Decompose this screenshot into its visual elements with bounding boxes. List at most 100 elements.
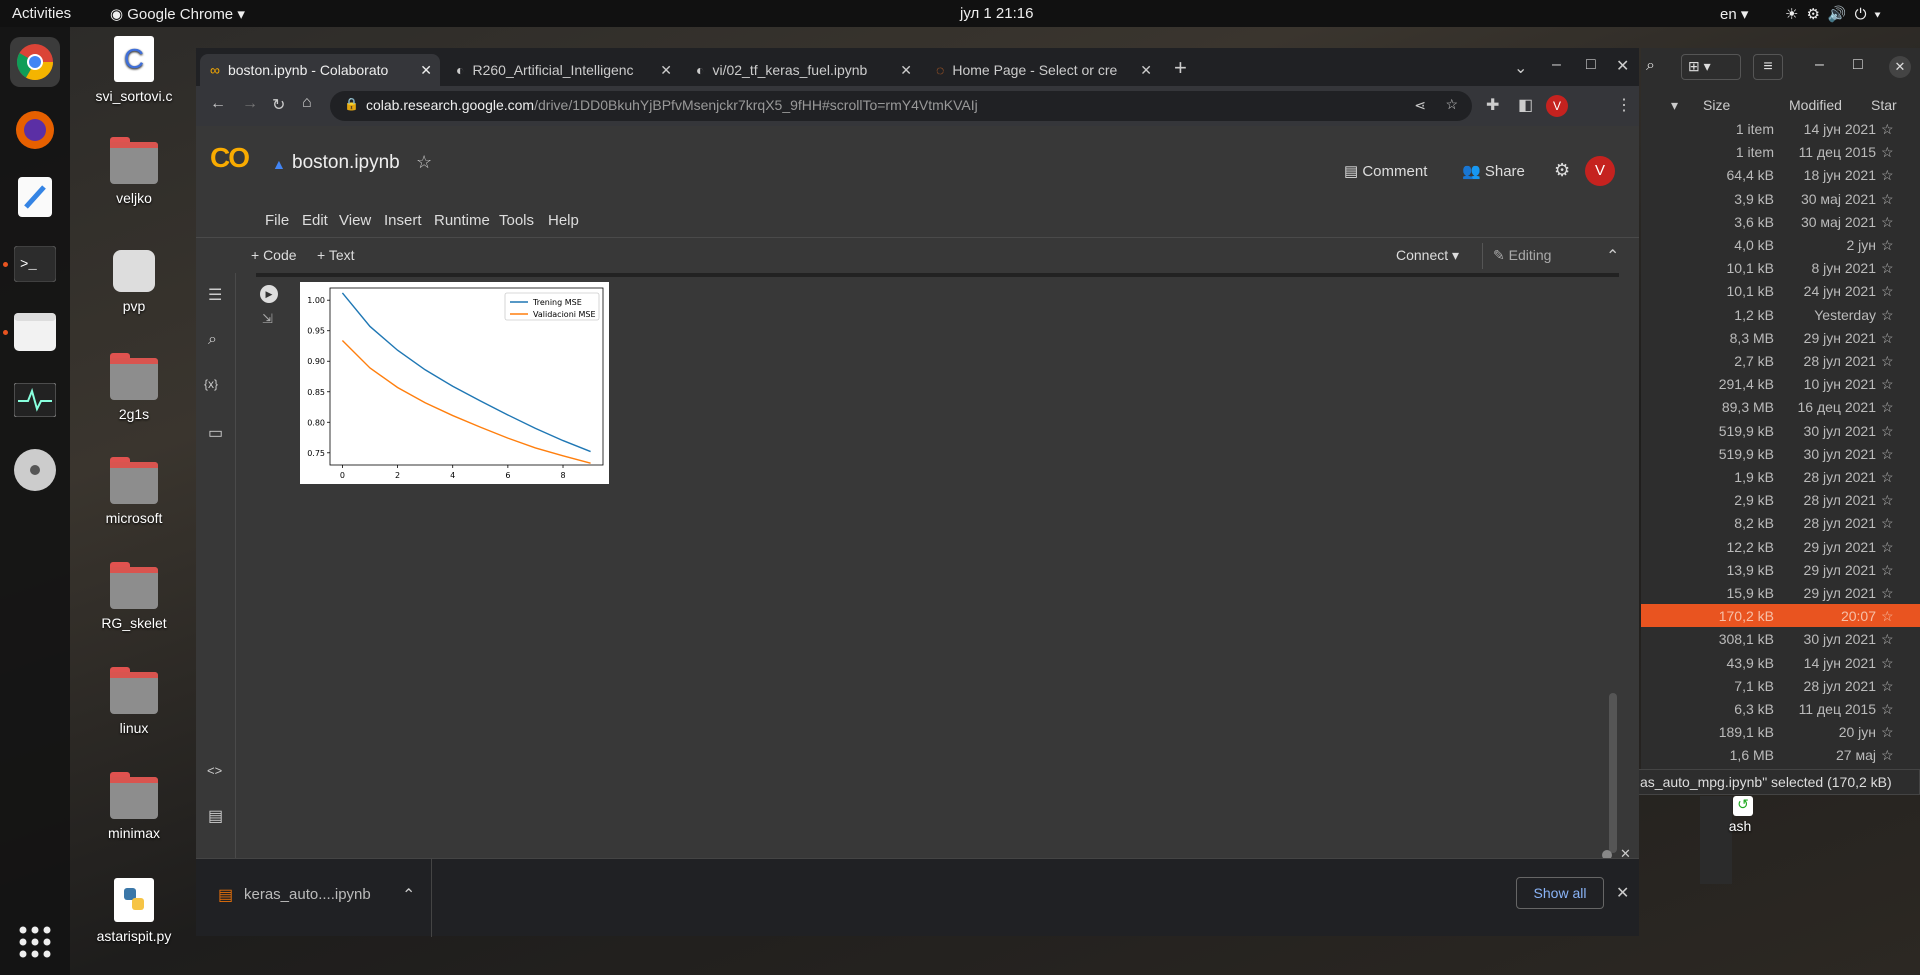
desktop-folder-linux[interactable]: linux	[84, 667, 184, 736]
share-button[interactable]: 👥 Share	[1462, 163, 1525, 180]
fm-file-row[interactable]: 7,1 kB 28 јул 2021 ☆	[1641, 674, 1920, 697]
fm-file-row[interactable]: 1,9 kB 28 јул 2021 ☆	[1641, 465, 1920, 488]
code-snippets-icon[interactable]: <>	[207, 763, 223, 778]
activities-button[interactable]: Activities	[12, 5, 72, 22]
tab-search-icon[interactable]: ⌄	[1514, 60, 1528, 77]
fm-file-row[interactable]: 43,9 kB 14 јун 2021 ☆	[1641, 651, 1920, 674]
fm-file-row[interactable]: 308,1 kB 30 јул 2021 ☆	[1641, 627, 1920, 650]
run-cell-icon[interactable]: ▶	[260, 285, 278, 303]
system-tray-icons[interactable]: ☀⚙🔊⏻▾	[1785, 6, 1889, 23]
fm-file-row[interactable]: 189,1 kB 20 јун ☆	[1641, 720, 1920, 743]
minimize-icon[interactable]: –	[1552, 56, 1561, 73]
reload-icon[interactable]: ↻	[272, 97, 286, 114]
fm-file-row[interactable]: 1,2 kB Yesterday ☆	[1641, 303, 1920, 326]
desktop-trash-label[interactable]: ash	[1728, 818, 1752, 834]
new-tab-button[interactable]: +	[1174, 55, 1187, 80]
minimize-icon[interactable]: –	[1815, 56, 1824, 73]
bookmark-star-icon[interactable]: ☆	[1445, 96, 1458, 112]
col-size[interactable]: Size	[1703, 97, 1731, 113]
desktop-folder-rg-skelet[interactable]: RG_skelet	[84, 562, 184, 631]
firefox-dock-icon[interactable]	[10, 105, 60, 155]
fm-file-row[interactable]: 1 item 14 јун 2021 ☆	[1641, 117, 1920, 140]
star-icon[interactable]: ☆	[416, 152, 433, 172]
notebook-title[interactable]: boston.ipynb	[292, 152, 400, 173]
menu-edit[interactable]: Edit	[302, 212, 328, 229]
star-icon[interactable]: ☆	[1881, 237, 1894, 253]
close-tab-icon[interactable]: ✕	[900, 61, 912, 78]
terminal-icon[interactable]: ▤	[208, 808, 224, 825]
star-icon[interactable]: ☆	[1881, 445, 1894, 462]
menu-tools[interactable]: Tools	[499, 212, 535, 229]
star-icon[interactable]: ☆	[1881, 538, 1894, 555]
fm-file-row[interactable]: 6,3 kB 11 дец 2015 ☆	[1641, 697, 1920, 720]
colab-logo[interactable]: CO	[210, 142, 250, 173]
star-icon[interactable]: ☆	[1881, 654, 1894, 671]
star-icon[interactable]: ☆	[1881, 561, 1894, 578]
star-icon[interactable]: ☆	[1881, 701, 1894, 717]
tab-keras-fuel[interactable]: ◐ vi/02_tf_keras_fuel.ipynb ✕	[696, 61, 912, 79]
fm-file-row[interactable]: 8,2 kB 28 јул 2021 ☆	[1641, 511, 1920, 534]
maximize-icon[interactable]: □	[1853, 56, 1863, 73]
notebook-scrollbar[interactable]	[1609, 693, 1617, 853]
col-modified[interactable]: Modified	[1789, 97, 1842, 113]
disc-dock-icon[interactable]	[10, 445, 60, 495]
extensions-icon[interactable]: ✚	[1486, 97, 1500, 114]
fm-file-row[interactable]: 3,9 kB 30 мај 2021 ☆	[1641, 187, 1920, 210]
star-icon[interactable]: ☆	[1881, 469, 1894, 485]
fm-file-row[interactable]: 89,3 MB 16 дец 2021 ☆	[1641, 395, 1920, 418]
tab-boston[interactable]: ∞ boston.ipynb - Colaborato ✕	[200, 54, 440, 86]
star-icon[interactable]: ☆	[1881, 329, 1894, 346]
desktop-file-astarispit[interactable]: astarispit.py	[84, 878, 184, 944]
search-icon[interactable]: ⌕	[1646, 57, 1655, 74]
show-all-button[interactable]: Show all	[1516, 877, 1604, 909]
app-menu[interactable]: ◉ Google Chrome ▾	[110, 6, 245, 23]
output-actions-icon[interactable]: ⇲	[262, 311, 273, 326]
text-editor-dock-icon[interactable]	[10, 172, 60, 222]
comment-button[interactable]: ▤ Comment	[1344, 163, 1428, 180]
fm-file-row[interactable]: 3,6 kB 30 мај 2021 ☆	[1641, 210, 1920, 233]
star-icon[interactable]: ☆	[1881, 121, 1894, 137]
tab-home-page[interactable]: ◌ Home Page - Select or cre ✕	[936, 61, 1152, 79]
menu-help[interactable]: Help	[548, 212, 579, 229]
close-tab-icon[interactable]: ✕	[420, 61, 432, 78]
star-icon[interactable]: ☆	[1881, 515, 1894, 532]
files-folder-icon[interactable]: ▭	[208, 425, 224, 442]
profile-avatar[interactable]: V	[1546, 95, 1568, 117]
fm-file-row[interactable]: 12,2 kB 29 јул 2021 ☆	[1641, 535, 1920, 558]
variables-icon[interactable]: {x}	[204, 377, 219, 391]
fm-file-row[interactable]: 4,0 kB 2 јун ☆	[1641, 233, 1920, 256]
menu-runtime[interactable]: Runtime	[434, 212, 490, 229]
address-bar[interactable]: 🔒 colab.research.google.com/drive/1DD0Bk…	[330, 91, 1472, 121]
star-icon[interactable]: ☆	[1881, 492, 1894, 509]
close-icon[interactable]: ✕	[1889, 56, 1911, 78]
share-page-icon[interactable]: ⋖	[1414, 97, 1426, 113]
star-icon[interactable]: ☆	[1881, 724, 1894, 741]
maximize-icon[interactable]: □	[1586, 56, 1596, 73]
fm-file-row[interactable]: 1 item 11 дец 2015 ☆	[1641, 140, 1920, 163]
star-icon[interactable]: ☆	[1881, 260, 1894, 277]
fm-file-row[interactable]: 13,9 kB 29 јул 2021 ☆	[1641, 558, 1920, 581]
star-icon[interactable]: ☆	[1881, 190, 1894, 207]
fm-file-row[interactable]: 291,4 kB 10 јун 2021 ☆	[1641, 372, 1920, 395]
desktop-folder-veljko[interactable]: veljko	[84, 137, 184, 206]
menu-insert[interactable]: Insert	[384, 212, 422, 229]
sort-arrow-icon[interactable]: ▾	[1671, 97, 1679, 113]
side-panel-icon[interactable]: ◧	[1518, 97, 1534, 114]
account-avatar[interactable]: V	[1585, 156, 1615, 186]
col-star[interactable]: Star	[1871, 97, 1897, 113]
menu-file[interactable]: File	[265, 212, 290, 229]
connect-button[interactable]: Connect ▾	[1396, 247, 1460, 263]
star-icon[interactable]: ☆	[1881, 144, 1894, 161]
star-icon[interactable]: ☆	[1881, 213, 1894, 230]
close-window-icon[interactable]: ✕	[1616, 58, 1630, 75]
tab-r260[interactable]: ◐ R260_Artificial_Intelligenc ✕	[456, 61, 672, 79]
chrome-menu-icon[interactable]: ⋮	[1616, 97, 1632, 114]
forward-icon[interactable]: →	[242, 95, 258, 112]
star-icon[interactable]: ☆	[1881, 747, 1894, 764]
close-tab-icon[interactable]: ✕	[1140, 61, 1152, 78]
star-icon[interactable]: ☆	[1881, 353, 1894, 369]
add-text-button[interactable]: + Text	[317, 247, 355, 263]
view-toggle-button[interactable]: ⊞ ▾	[1681, 54, 1741, 80]
back-icon[interactable]: ←	[210, 95, 226, 112]
